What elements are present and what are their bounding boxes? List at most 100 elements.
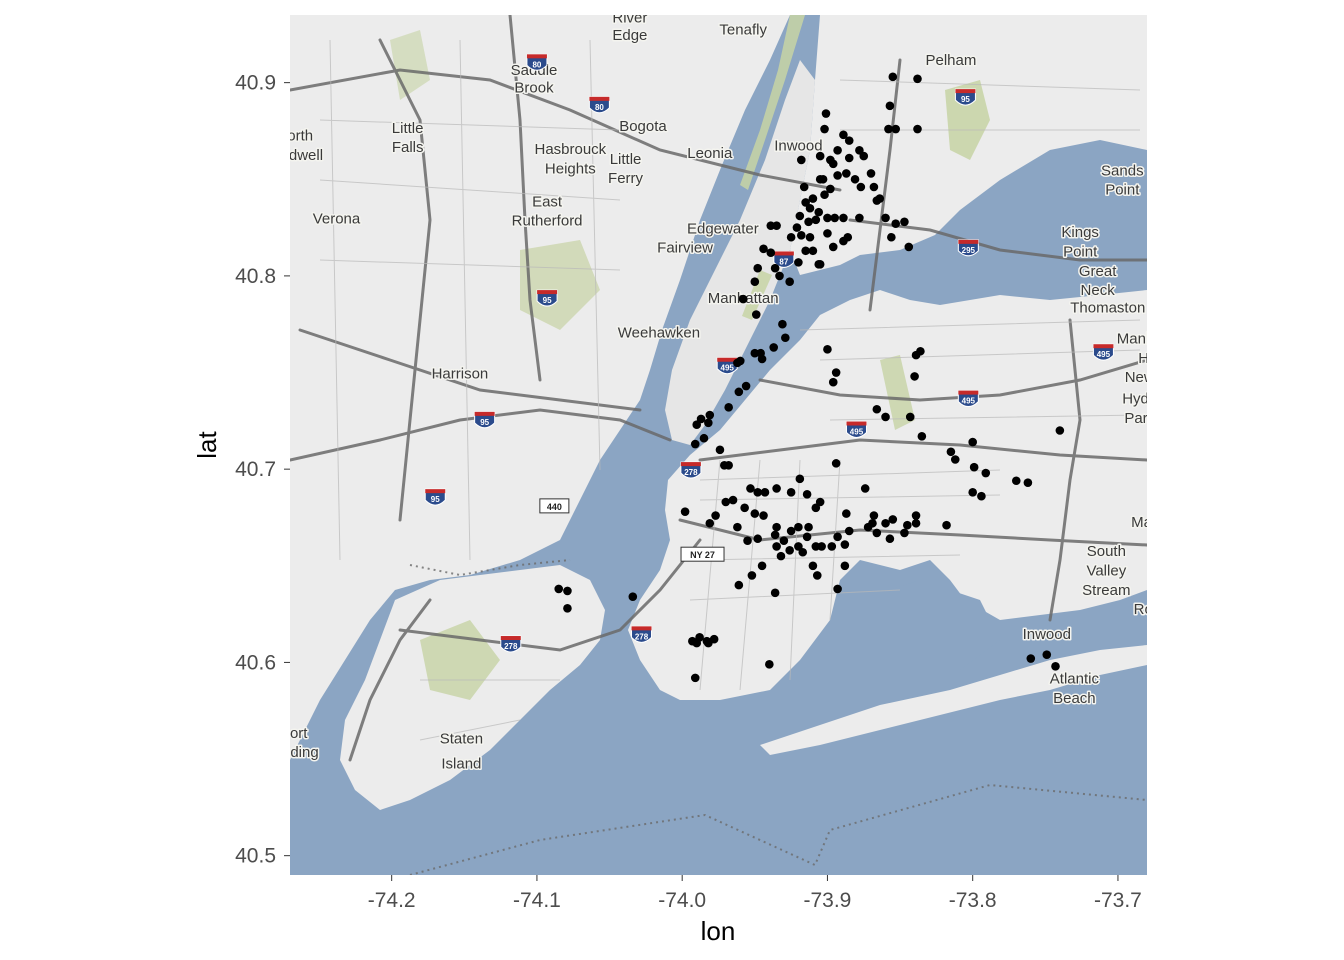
park-central	[742, 270, 772, 320]
interstate-shield-icon: 80	[588, 96, 610, 114]
data-point	[724, 403, 733, 412]
data-point	[843, 232, 853, 242]
data-point	[900, 528, 909, 538]
data-point	[779, 536, 789, 545]
place-label: River	[612, 10, 647, 27]
data-point	[1011, 476, 1021, 486]
place-label: Manha	[1117, 331, 1164, 348]
data-point	[772, 522, 781, 532]
data-point	[823, 229, 832, 238]
place-label: Ferry	[608, 170, 643, 187]
data-point	[910, 372, 919, 381]
park-palisades	[740, 15, 805, 190]
data-point	[792, 223, 802, 232]
data-point	[885, 534, 895, 544]
data-point	[815, 151, 825, 161]
data-point	[770, 263, 780, 273]
place-label: Fairview	[657, 240, 713, 257]
route-number: 295	[962, 246, 976, 255]
data-point	[842, 169, 851, 178]
data-point	[826, 155, 835, 165]
place-label: Kings	[1061, 224, 1099, 241]
data-point	[833, 532, 842, 542]
state-route-sign-icon: 440	[539, 498, 570, 514]
place-label: Leonia	[687, 145, 733, 162]
place-label: Neck	[1081, 282, 1116, 299]
data-point	[903, 520, 912, 530]
data-point	[801, 246, 810, 256]
data-point	[855, 213, 864, 223]
place-label: Verona	[313, 211, 361, 228]
data-point	[709, 634, 719, 644]
data-point	[759, 511, 768, 520]
place-label: Great	[1079, 263, 1117, 280]
data-point	[808, 194, 818, 203]
place-label: Point	[1105, 182, 1140, 199]
x-tick-label: -73.7	[1094, 889, 1142, 912]
data-point	[828, 377, 838, 387]
data-point	[750, 277, 760, 286]
data-point	[863, 522, 873, 532]
data-point	[968, 437, 977, 447]
data-point	[828, 242, 838, 252]
place-label: Park	[1124, 410, 1155, 427]
x-axis-ticks: -74.2 -74.1 -74.0 -73.9 -73.8 -73.7	[368, 875, 1142, 912]
data-point	[772, 542, 781, 551]
data-point	[946, 447, 956, 457]
y-axis-ticks: 40.5 40.6 40.7 40.8 40.9	[235, 72, 290, 868]
route-number: 80	[595, 103, 604, 112]
place-label: Atlantic	[1050, 671, 1100, 688]
data-point	[821, 109, 831, 118]
data-point	[875, 194, 885, 203]
interstate-shield-icon: 495	[957, 390, 979, 408]
interstate-shield-icon: 80	[526, 53, 548, 71]
data-point	[759, 244, 768, 254]
data-point	[804, 217, 813, 227]
data-point	[1042, 650, 1052, 659]
route-shields: 80 80 95 295 87 95 495 495 495 95 495 278 95 440 NY 27…	[424, 53, 1114, 653]
y-tick-label: 40.7	[235, 458, 276, 481]
data-point	[804, 522, 813, 532]
data-point	[844, 526, 854, 536]
data-point	[859, 151, 869, 161]
park-meadowlands	[520, 240, 600, 330]
data-point	[563, 586, 572, 596]
data-point	[823, 345, 832, 354]
route-number: 495	[850, 428, 864, 437]
data-point	[842, 509, 851, 518]
place-label: Inwood	[774, 137, 822, 154]
data-point	[844, 153, 854, 163]
land-rockaway	[760, 645, 1147, 755]
data-point	[796, 155, 806, 165]
place-label: Thomaston	[1070, 300, 1145, 317]
route-number: NY 27	[690, 550, 715, 560]
interstate-shield-icon: 95	[954, 88, 976, 106]
y-tick-label: 40.6	[235, 651, 276, 674]
data-point	[1023, 478, 1033, 487]
data-point	[746, 484, 755, 493]
interstate-shield-icon: 87	[773, 250, 795, 268]
data-point	[766, 248, 776, 258]
data-point	[814, 207, 824, 217]
maritime-boundary	[409, 559, 1147, 875]
x-tick-label: -74.2	[368, 889, 416, 912]
data-point	[741, 381, 751, 391]
place-label: Stream	[1082, 582, 1130, 599]
data-point	[786, 232, 796, 242]
data-point	[917, 432, 927, 441]
data-point	[839, 213, 848, 223]
data-point	[812, 571, 822, 580]
place-label: Point	[1063, 244, 1098, 261]
place-labels: RiverEdgeTenaflyPelhamSaddleBrookBogotaL…	[287, 10, 1164, 774]
data-point	[1026, 654, 1036, 663]
data-point	[833, 171, 842, 180]
data-point	[805, 203, 815, 213]
place-label: orth	[287, 128, 313, 145]
data-point	[765, 660, 774, 669]
data-point	[781, 333, 790, 343]
data-point	[815, 174, 825, 184]
data-point	[814, 260, 824, 269]
data-point	[740, 503, 749, 513]
place-label: Valley	[1086, 562, 1126, 579]
route-number: 278	[635, 632, 649, 641]
